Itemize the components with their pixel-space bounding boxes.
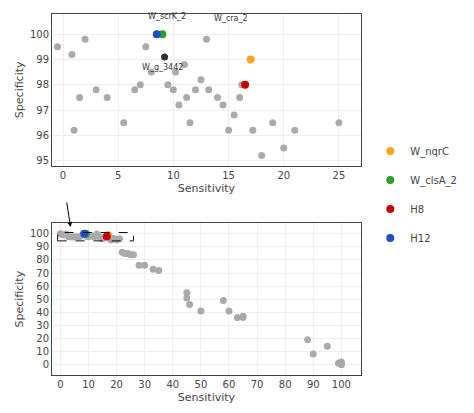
svg-text:W_nqrC: W_nqrC <box>410 146 449 158</box>
svg-text:60: 60 <box>36 281 49 292</box>
svg-text:20: 20 <box>277 170 290 181</box>
svg-text:90: 90 <box>36 241 49 252</box>
svg-text:30: 30 <box>36 320 49 331</box>
svg-text:20: 20 <box>110 379 123 390</box>
svg-text:20: 20 <box>36 333 49 344</box>
svg-text:100: 100 <box>30 228 49 239</box>
svg-text:99: 99 <box>36 54 49 65</box>
svg-text:Sensitivity: Sensitivity <box>178 182 236 195</box>
svg-text:0: 0 <box>43 359 49 370</box>
svg-text:25: 25 <box>333 170 346 181</box>
svg-text:60: 60 <box>223 379 236 390</box>
svg-text:W_g_3442: W_g_3442 <box>142 63 183 72</box>
svg-text:Sensitivity: Sensitivity <box>178 391 236 404</box>
svg-text:W_scrK_2: W_scrK_2 <box>148 12 186 21</box>
svg-text:97: 97 <box>36 105 49 116</box>
svg-text:10: 10 <box>167 170 180 181</box>
svg-text:90: 90 <box>307 379 320 390</box>
svg-text:H12: H12 <box>410 233 430 244</box>
svg-text:50: 50 <box>195 379 208 390</box>
svg-text:100: 100 <box>30 29 49 40</box>
svg-text:5: 5 <box>115 170 121 181</box>
svg-text:70: 70 <box>251 379 264 390</box>
svg-text:30: 30 <box>138 379 151 390</box>
svg-text:40: 40 <box>166 379 179 390</box>
svg-text:50: 50 <box>36 294 49 305</box>
svg-text:40: 40 <box>36 307 49 318</box>
svg-text:80: 80 <box>279 379 292 390</box>
svg-text:H8: H8 <box>410 204 424 215</box>
svg-text:80: 80 <box>36 254 49 265</box>
svg-text:96: 96 <box>36 130 49 141</box>
svg-text:Specificity: Specificity <box>13 270 26 327</box>
svg-text:Specificity: Specificity <box>13 61 26 118</box>
svg-text:W_clsA_2: W_clsA_2 <box>410 175 457 187</box>
svg-text:15: 15 <box>222 170 235 181</box>
svg-text:0: 0 <box>57 379 63 390</box>
svg-text:10: 10 <box>36 346 49 357</box>
svg-text:100: 100 <box>332 379 351 390</box>
svg-text:95: 95 <box>36 155 49 166</box>
svg-text:W_cra_2: W_cra_2 <box>214 14 248 23</box>
svg-text:70: 70 <box>36 268 49 279</box>
svg-text:98: 98 <box>36 79 49 90</box>
svg-text:10: 10 <box>82 379 95 390</box>
svg-text:0: 0 <box>60 170 66 181</box>
